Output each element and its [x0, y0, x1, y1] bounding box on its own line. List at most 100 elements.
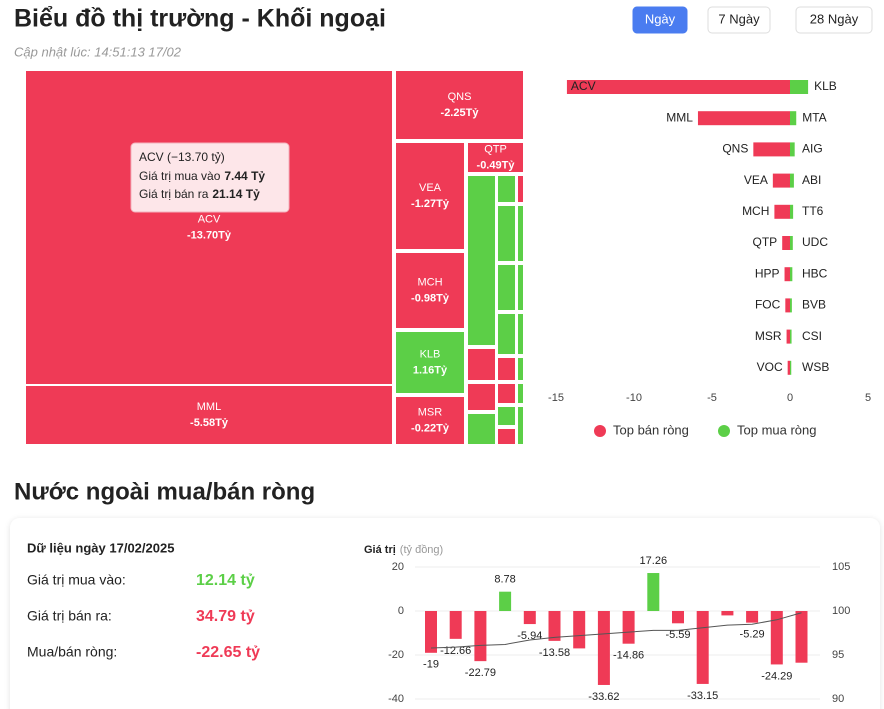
summary-value: 12.14 tỷ	[196, 572, 255, 589]
summary-date: Dữ liệu ngày 17/02/2025	[27, 540, 174, 555]
button-label: 28 Ngày	[810, 11, 859, 26]
bar	[523, 611, 536, 625]
bar	[721, 611, 734, 616]
legend-label[interactable]: Top mua ròng	[737, 422, 817, 437]
y-axis-title: Giá trị (tỷ đồng)	[364, 544, 443, 556]
bar-label: QTP	[753, 235, 778, 249]
bar	[790, 173, 794, 188]
treemap-cell	[496, 204, 517, 263]
bar-label: CSI	[802, 329, 822, 343]
bar-value-label: -33.62	[588, 691, 619, 703]
y-tick-label: 0	[398, 605, 404, 617]
bar	[790, 267, 793, 282]
bar	[548, 611, 561, 641]
cell-value: -5.58Tỷ	[190, 417, 229, 429]
summary-card	[10, 518, 880, 709]
bar	[790, 360, 792, 375]
treemap-cell	[516, 405, 525, 446]
bar-label: KLB	[814, 79, 837, 93]
cell-value: -2.25Tỷ	[441, 107, 480, 119]
treemap-cell	[24, 384, 394, 446]
page-title: Biểu đồ thị trường - Khối ngoại	[14, 5, 386, 33]
cell-value: -13.70Tỷ	[187, 229, 232, 241]
cell-name: ACV	[198, 213, 221, 225]
x-tick-label: -15	[548, 392, 564, 404]
tooltip-bg	[130, 142, 290, 213]
bar-label: VOC	[757, 360, 783, 374]
tooltip-line: Giá trị bán ra 21.14 Tỷ	[139, 187, 260, 201]
bar-value-label: 17.26	[640, 555, 668, 567]
bar	[696, 611, 709, 684]
y-tick-label: -40	[388, 693, 404, 705]
bar-label: AIG	[802, 142, 823, 156]
y-axis-label: Giá trị	[364, 544, 396, 556]
bar	[474, 611, 487, 662]
tooltip: ACV (−13.70 tỷ)Giá trị mua vào 7.44 TỷGiá…	[130, 142, 290, 213]
legend-label[interactable]: Top bán ròng	[613, 422, 689, 437]
bar	[622, 611, 635, 644]
bar	[787, 360, 790, 375]
y2-tick-label: 90	[832, 693, 844, 705]
period-button[interactable]: Ngày	[632, 6, 688, 34]
bar	[785, 298, 790, 313]
bar	[782, 236, 790, 250]
bar	[790, 142, 795, 157]
treemap-cell	[496, 356, 517, 382]
treemap-cell	[466, 174, 497, 347]
bar	[425, 611, 437, 653]
index-line	[430, 612, 802, 649]
treemap-cell	[516, 356, 525, 382]
treemap-cell	[496, 312, 517, 356]
y-axis-unit: (tỷ đồng)	[400, 544, 443, 556]
summary-value: 34.79 tỷ	[196, 608, 255, 625]
summary-label: Giá trị bán ra:	[27, 608, 112, 624]
y2-tick-label: 100	[832, 605, 850, 617]
bar-label: BVB	[802, 298, 826, 312]
bar	[499, 591, 512, 611]
period-button[interactable]: 7 Ngày	[707, 6, 771, 34]
bar	[786, 329, 790, 344]
x-tick-label: -10	[626, 392, 642, 404]
button-bg	[632, 6, 688, 34]
update-time: Cập nhật lúc: 14:51:13 17/02	[14, 44, 182, 59]
bar	[770, 611, 783, 665]
treemap-cell	[24, 69, 394, 386]
bar-value-label: -5.29	[740, 629, 765, 641]
cell-value: 1.16Tỷ	[413, 364, 448, 376]
bar-label: MTA	[802, 110, 826, 124]
treemap-cell	[516, 382, 525, 405]
cell-value: -0.98Tỷ	[411, 292, 450, 304]
bar-label: VEA	[744, 173, 768, 187]
button-label: Ngày	[645, 11, 676, 26]
bar-value-label: 8.78	[494, 574, 515, 586]
bar	[449, 611, 462, 639]
summary-label: Mua/bán ròng:	[27, 644, 117, 660]
bar-label: HPP	[755, 266, 780, 280]
bar-label: ABI	[802, 173, 821, 187]
bar-label: MSR	[755, 329, 782, 343]
section-title: Nước ngoài mua/bán ròng	[14, 478, 315, 505]
button-bg	[795, 6, 873, 34]
x-tick-label: 0	[787, 392, 793, 404]
treemap-cell	[394, 251, 466, 330]
bar-value-label: -14.86	[613, 650, 644, 662]
bar	[795, 611, 808, 663]
cell-name: MSR	[418, 406, 443, 418]
tooltip-title: ACV (−13.70 tỷ)	[139, 150, 225, 164]
bar	[774, 204, 790, 219]
treemap-cell	[466, 347, 497, 382]
x-tick-label: -5	[707, 392, 717, 404]
period-button[interactable]: 28 Ngày	[795, 6, 873, 34]
treemap-cell	[394, 330, 466, 395]
treemap-cell	[394, 395, 466, 446]
legend-marker	[594, 425, 606, 437]
treemap-cell	[496, 405, 517, 427]
legend-marker	[718, 425, 730, 437]
treemap-cell	[496, 174, 517, 204]
tooltip-value: 21.14 Tỷ	[212, 187, 260, 201]
y-tick-label: -20	[388, 649, 404, 661]
cell-value: -0.22Tỷ	[411, 422, 450, 434]
bar	[784, 267, 790, 282]
